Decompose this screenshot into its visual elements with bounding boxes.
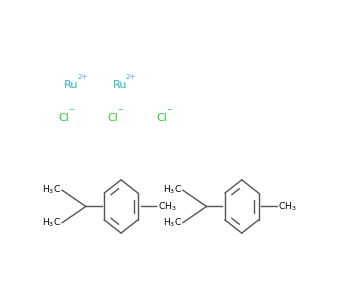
Text: −: − <box>68 107 74 113</box>
Text: −: − <box>117 107 123 113</box>
Text: 2+: 2+ <box>126 74 136 80</box>
Text: H$_3$C: H$_3$C <box>42 216 61 229</box>
Text: H$_3$C: H$_3$C <box>163 184 182 197</box>
Text: 2+: 2+ <box>77 74 88 80</box>
Text: Ru: Ru <box>113 80 127 90</box>
Text: H$_3$C: H$_3$C <box>42 184 61 197</box>
Text: Cl: Cl <box>59 113 70 123</box>
Text: Cl: Cl <box>107 113 118 123</box>
Text: CH$_3$: CH$_3$ <box>158 200 176 213</box>
Text: CH$_3$: CH$_3$ <box>278 200 297 213</box>
Text: Ru: Ru <box>64 80 78 90</box>
Text: −: − <box>166 107 172 113</box>
Text: H$_3$C: H$_3$C <box>163 216 182 229</box>
Text: Cl: Cl <box>156 113 167 123</box>
